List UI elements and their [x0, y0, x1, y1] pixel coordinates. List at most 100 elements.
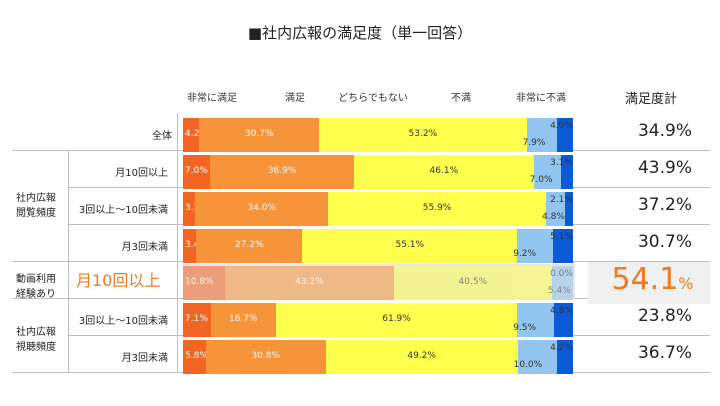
legend-dissatisfied: 不満: [451, 93, 471, 104]
data-label-very-dissatisfied: 4.8%: [550, 306, 573, 316]
bar-row-freq-high: 7.0% 36.9% 46.1% 7.0% 3.1%: [183, 155, 573, 189]
bar-segment-satisfied: 43.2%: [225, 266, 394, 300]
bar-segment-satisfied: 27.2%: [196, 229, 303, 263]
bar-segment-satisfied: 16.7%: [210, 303, 276, 337]
bar-segment-dissatisfied: 4.8%: [542, 192, 565, 226]
group-label-video-text: 動画利用 経験あり: [16, 274, 56, 300]
row-label-video-low: 月3回未満: [121, 353, 168, 364]
row-label-all: 全体: [152, 131, 172, 142]
bar-segment-dissatisfied: 7.0%: [530, 155, 561, 189]
data-label-neutral: 55.1%: [395, 240, 425, 250]
row-label-video-high: 月10回以上: [76, 271, 161, 290]
bar-row-freq-low: 3.4% 27.2% 55.1% 9.2% 5.1%: [183, 229, 573, 263]
data-label-satisfied: 27.2%: [234, 240, 264, 250]
data-label-very-satisfied: 10.8%: [185, 277, 214, 287]
total-all: 34.9%: [637, 121, 692, 141]
data-label-dissatisfied: 10.0%: [513, 360, 543, 370]
data-label-dissatisfied: 5.4%: [547, 286, 571, 296]
bar-segment-very-dissatisfied: 5.1%: [550, 229, 573, 263]
row-label-freq-high: 月10回以上: [115, 168, 168, 179]
total-video-high: 54.1%: [595, 262, 710, 297]
legend-very-satisfied: 非常に満足: [187, 93, 237, 104]
bar-row-all: 4.2% 30.7% 53.2% 7.9% 4.0%: [183, 118, 573, 152]
bar-segment-neutral: 55.1%: [302, 229, 518, 263]
bar-segment-very-satisfied: 10.8%: [183, 266, 226, 300]
bar-segment-very-dissatisfied: 2.1%: [550, 192, 573, 226]
data-label-very-satisfied: 7.0%: [185, 166, 208, 176]
bar-segment-satisfied: 36.9%: [210, 155, 355, 189]
bar-segment-neutral: 53.2%: [319, 118, 527, 152]
bar-segment-neutral: 55.9%: [328, 192, 547, 226]
total-video-high-unit: %: [678, 274, 694, 293]
data-label-very-satisfied: 5.8%: [185, 351, 208, 361]
data-label-dissatisfied: 7.0%: [529, 175, 553, 185]
legend-satisfied: 満足: [285, 93, 305, 104]
bar-segment-very-satisfied: 5.8%: [183, 340, 208, 374]
highlight-total-box: [588, 262, 710, 304]
group-label-video-frequency: 社内広報 視聴頻度: [16, 325, 56, 355]
data-label-dissatisfied: 9.2%: [513, 249, 537, 259]
data-label-dissatisfied: 9.5%: [513, 323, 537, 333]
data-label-very-dissatisfied: 5.1%: [550, 232, 573, 242]
bar-row-freq-mid: 3.2% 34.0% 55.9% 4.8% 2.1%: [183, 192, 573, 226]
row-label-freq-mid: 3回以上～10回未満: [78, 205, 168, 216]
group-label-video: 動画利用 経験あり: [16, 272, 56, 302]
bar-segment-neutral: 61.9%: [275, 303, 518, 337]
data-label-very-dissatisfied: 3.1%: [550, 158, 573, 168]
data-label-very-dissatisfied: 4.0%: [550, 121, 573, 131]
column-divider: [68, 150, 69, 372]
bar-segment-neutral: 46.1%: [354, 155, 534, 189]
total-video-high-number: 54.1: [611, 262, 679, 297]
data-label-very-dissatisfied: 0.0%: [550, 269, 573, 279]
bar-segment-neutral: 40.5%: [393, 266, 552, 300]
bar-segment-very-dissatisfied: 4.2%: [550, 340, 573, 374]
data-label-satisfied: 43.2%: [295, 277, 324, 287]
bar-segment-satisfied: 34.0%: [195, 192, 329, 226]
bar-row-video-low: 5.8% 30.8% 49.2% 10.0% 4.2%: [183, 340, 573, 374]
bar-segment-neutral: 49.2%: [325, 340, 518, 374]
chart-title: ■社内広報の満足度（単一回答）: [247, 24, 473, 42]
data-label-satisfied: 30.8%: [251, 351, 280, 361]
bar-segment-very-satisfied: 3.4%: [183, 229, 208, 263]
bar-segment-satisfied: 30.7%: [199, 118, 320, 152]
bar-segment-very-satisfied: 7.0%: [183, 155, 211, 189]
row-label-video-mid: 3回以上～10回未満: [78, 316, 168, 327]
data-label-dissatisfied: 7.9%: [522, 138, 546, 148]
bar-segment-very-dissatisfied: 4.8%: [550, 303, 573, 337]
data-label-neutral: 61.9%: [382, 314, 411, 324]
data-label-neutral: 40.5%: [458, 277, 488, 287]
group-label-frequency-text: 社内広報 閲覧頻度: [16, 193, 56, 219]
data-label-very-satisfied: 7.1%: [185, 314, 208, 324]
total-freq-low: 30.7%: [637, 232, 692, 252]
data-label-neutral: 55.9%: [422, 203, 452, 213]
data-label-satisfied: 16.7%: [228, 314, 258, 324]
bar-segment-satisfied: 30.8%: [205, 340, 326, 374]
bar-segment-very-satisfied: 4.2%: [183, 118, 208, 152]
bar-row-video-mid: 7.1% 16.7% 61.9% 9.5% 4.8%: [183, 303, 573, 337]
row-label-freq-low: 月3回未満: [121, 242, 168, 253]
data-label-satisfied: 36.9%: [267, 166, 297, 176]
total-video-low: 36.7%: [637, 343, 692, 363]
total-freq-high: 43.9%: [637, 158, 692, 178]
legend-neutral: どちらでもない: [338, 93, 408, 104]
data-label-satisfied: 34.0%: [247, 203, 277, 213]
data-label-neutral: 46.1%: [429, 166, 459, 176]
bar-row-video-high: 10.8% 43.2% 40.5% 5.4% 0.0%: [183, 266, 573, 300]
legend-very-dissatisfied: 非常に不満: [516, 93, 566, 104]
total-freq-mid: 37.2%: [637, 195, 692, 215]
data-label-very-dissatisfied: 2.1%: [550, 195, 573, 205]
data-label-very-satisfied: 4.2%: [185, 129, 208, 139]
data-label-dissatisfied: 4.8%: [542, 212, 565, 222]
data-label-neutral: 49.2%: [407, 351, 436, 361]
bar-segment-very-dissatisfied: 4.0%: [550, 118, 573, 152]
data-label-satisfied: 30.7%: [244, 129, 274, 139]
bar-segment-very-satisfied: 3.2%: [183, 192, 208, 226]
bar-segment-dissatisfied: 5.4%: [548, 266, 573, 300]
group-label-video-frequency-text: 社内広報 視聴頻度: [16, 327, 56, 353]
bar-segment-dissatisfied: 10.0%: [514, 340, 557, 374]
column-divider: [177, 113, 178, 372]
bar-segment-dissatisfied: 7.9%: [523, 118, 558, 152]
bar-segment-very-dissatisfied: 3.1%: [550, 155, 573, 189]
bar-segment-dissatisfied: 9.2%: [513, 229, 554, 263]
bar-segment-very-satisfied: 7.1%: [183, 303, 211, 337]
